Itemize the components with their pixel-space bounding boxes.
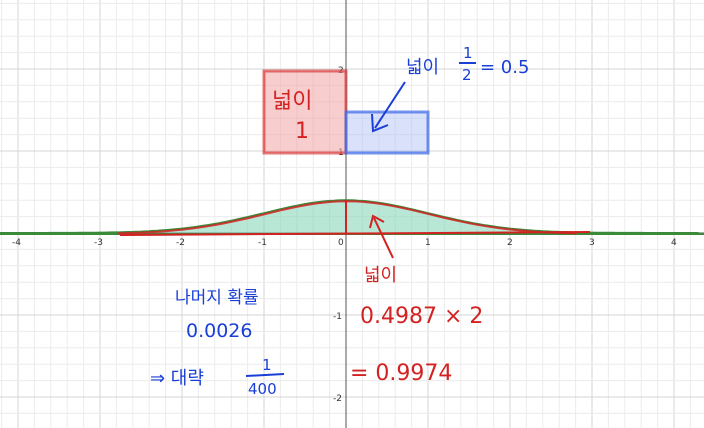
x-tick-label: 0: [338, 238, 344, 248]
x-tick-label: 2: [507, 238, 513, 248]
x-tick-labels: -4 -3 -2 -1 0 1 2 3 4: [12, 238, 677, 248]
remain-value: 0.0026: [186, 320, 252, 342]
x-tick-label: 3: [589, 238, 595, 248]
y-tick-label: -2: [333, 394, 342, 404]
remain-label: 나머지 확률: [175, 288, 259, 308]
area-label-top: 넓이: [272, 89, 312, 114]
red-arrow-head: [369, 214, 385, 229]
calc-line-2: = 0.9974: [350, 361, 452, 386]
y-tick-label: -1: [333, 312, 342, 322]
blue-area-value: = 0.5: [480, 57, 529, 78]
x-tick-label: -1: [258, 238, 267, 248]
red-baseline: [119, 231, 591, 236]
blue-arrow-shaft: [374, 81, 406, 129]
x-tick-label: -4: [12, 238, 21, 248]
blue-area-rect: [344, 110, 430, 155]
approx-num: 1: [262, 356, 272, 374]
x-tick-label: -2: [176, 238, 185, 248]
approx-prefix: ⇒ 대략: [150, 368, 204, 389]
approx-fraction-bar: [245, 373, 285, 377]
x-tick-label: 1: [425, 238, 431, 248]
x-tick-label: 4: [671, 238, 677, 248]
approx-den: 400: [248, 380, 277, 398]
blue-arrow-head: [371, 113, 389, 133]
x-tick-label: -3: [94, 238, 103, 248]
area-value-top: 1: [295, 119, 309, 144]
red-area-square: [262, 69, 348, 155]
area-label-mid: 넓이: [364, 265, 397, 286]
blue-fraction-den: 2: [462, 66, 472, 84]
red-arrow-shaft: [373, 217, 394, 259]
calc-line-1: 0.4987 × 2: [360, 304, 483, 329]
blue-fraction-num: 1: [463, 44, 473, 62]
blue-area-label: 넓이: [406, 57, 439, 78]
